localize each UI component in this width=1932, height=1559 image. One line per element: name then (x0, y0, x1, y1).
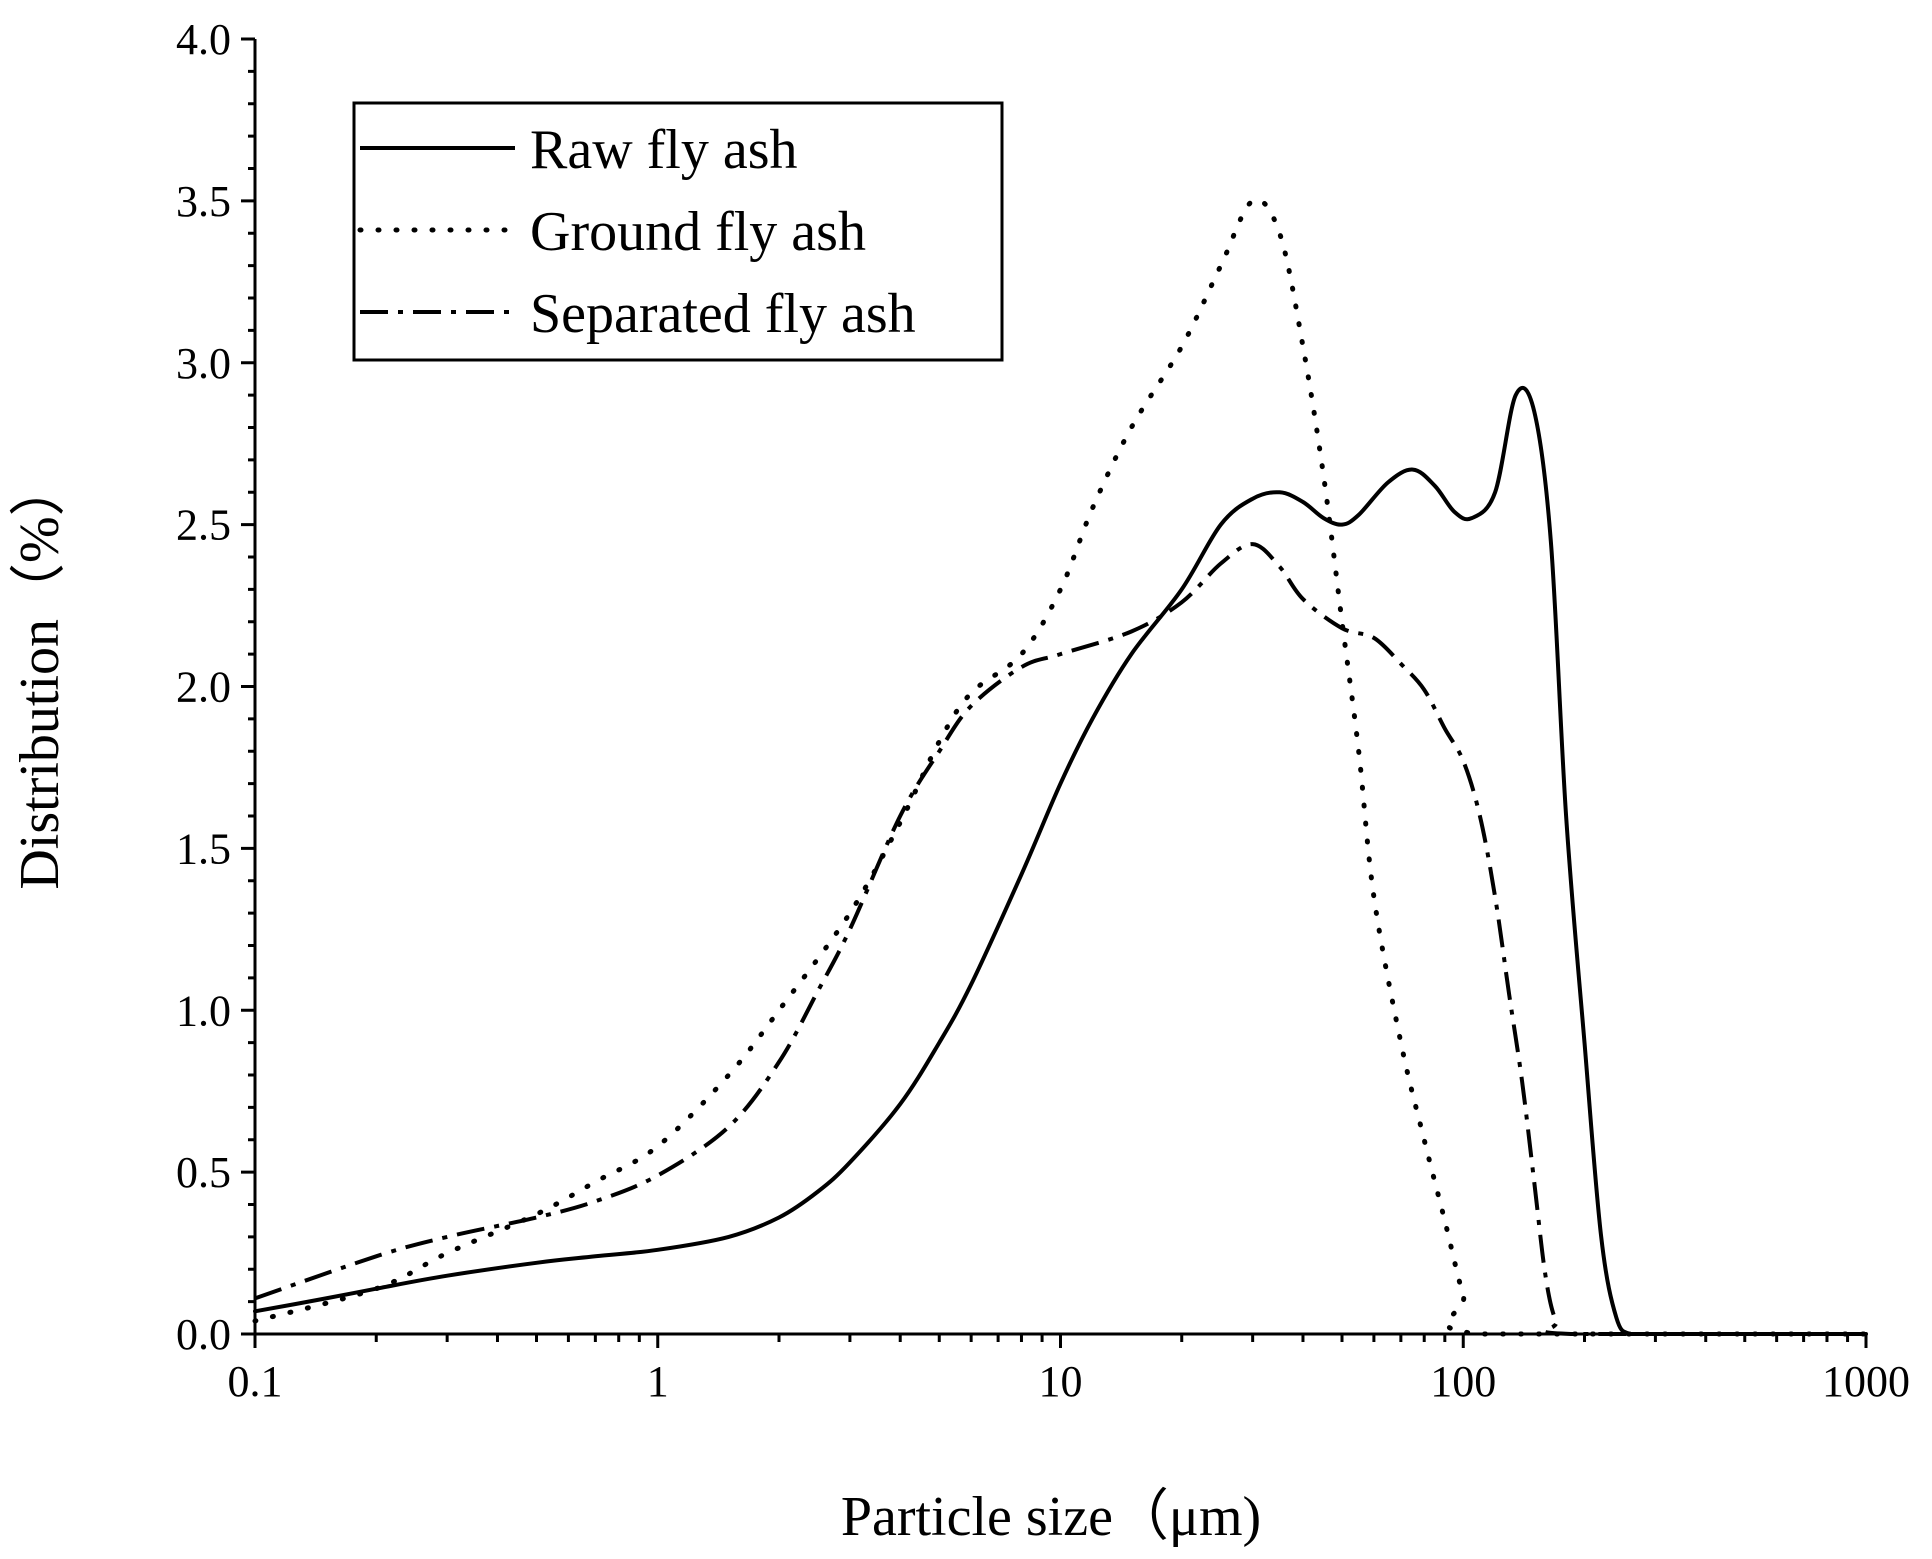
y-tick-label: 4.0 (176, 15, 231, 64)
legend-label-raw: Raw fly ash (530, 119, 798, 181)
y-tick-label: 3.0 (176, 339, 231, 388)
legend-box (352, 101, 1004, 362)
plot-lines (252, 197, 1869, 1337)
legend-label-separated: Separated fly ash (530, 283, 916, 345)
legend: Raw fly ash Ground fly ash Separated fly… (352, 101, 1004, 362)
y-tick-label: 0.0 (176, 1310, 231, 1359)
y-tick-label: 2.0 (176, 663, 231, 712)
x-tick-label: 0.1 (228, 1357, 283, 1406)
x-tick-label: 10 (1039, 1357, 1083, 1406)
x-axis-label: Particle size（μm) (841, 1486, 1261, 1548)
y-axis-label: Distribution（%） (9, 460, 71, 889)
y-tick-label: 3.5 (176, 177, 231, 226)
legend-label-ground: Ground fly ash (530, 201, 866, 263)
y-tick-label: 2.5 (176, 501, 231, 550)
x-tick-label: 100 (1430, 1357, 1496, 1406)
y-tick-label: 0.5 (176, 1148, 231, 1197)
ticks: 0.0 0.5 1.0 1.5 2.0 2.5 3.0 3.5 4.0 0.1 1 10 100 1000 (176, 15, 1910, 1406)
series-line-raw (253, 385, 1868, 1337)
x-tick-label: 1 (647, 1357, 669, 1406)
series-line-separated (254, 542, 1866, 1337)
x-tick-label: 1000 (1822, 1357, 1910, 1406)
y-tick-label: 1.0 (176, 986, 231, 1035)
y-tick-label: 1.5 (176, 824, 231, 873)
